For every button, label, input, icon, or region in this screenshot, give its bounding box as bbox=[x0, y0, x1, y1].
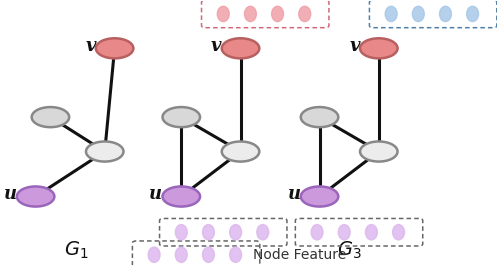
Circle shape bbox=[360, 142, 397, 161]
Ellipse shape bbox=[366, 225, 377, 240]
Ellipse shape bbox=[148, 247, 160, 262]
FancyBboxPatch shape bbox=[295, 218, 423, 246]
FancyBboxPatch shape bbox=[159, 218, 287, 246]
Text: v: v bbox=[85, 37, 96, 55]
Ellipse shape bbox=[175, 247, 187, 262]
Circle shape bbox=[222, 38, 259, 58]
Ellipse shape bbox=[311, 225, 323, 240]
Ellipse shape bbox=[392, 225, 404, 240]
Ellipse shape bbox=[175, 225, 187, 240]
Circle shape bbox=[222, 142, 259, 161]
Text: $G_{1}$: $G_{1}$ bbox=[64, 239, 89, 260]
Text: u: u bbox=[149, 185, 162, 203]
Circle shape bbox=[301, 186, 338, 207]
Ellipse shape bbox=[257, 225, 269, 240]
Ellipse shape bbox=[412, 6, 424, 22]
Text: u: u bbox=[287, 185, 301, 203]
Ellipse shape bbox=[299, 6, 311, 22]
Circle shape bbox=[86, 142, 124, 161]
Ellipse shape bbox=[467, 6, 479, 22]
Text: $G_{3}$: $G_{3}$ bbox=[337, 239, 362, 260]
Ellipse shape bbox=[230, 225, 242, 240]
Circle shape bbox=[32, 107, 69, 127]
Text: $G_{2}$: $G_{2}$ bbox=[199, 239, 223, 260]
Circle shape bbox=[360, 38, 397, 58]
Ellipse shape bbox=[203, 225, 214, 240]
Ellipse shape bbox=[338, 225, 350, 240]
Circle shape bbox=[17, 186, 54, 207]
Text: v: v bbox=[350, 37, 360, 55]
Text: Node Feature: Node Feature bbox=[253, 248, 346, 262]
FancyBboxPatch shape bbox=[370, 0, 497, 28]
Circle shape bbox=[162, 107, 200, 127]
Ellipse shape bbox=[271, 6, 283, 22]
Ellipse shape bbox=[230, 247, 242, 262]
Text: v: v bbox=[211, 37, 222, 55]
Ellipse shape bbox=[203, 247, 214, 262]
Circle shape bbox=[162, 186, 200, 207]
Ellipse shape bbox=[217, 6, 229, 22]
Circle shape bbox=[301, 107, 338, 127]
FancyBboxPatch shape bbox=[202, 0, 329, 28]
Ellipse shape bbox=[440, 6, 451, 22]
Ellipse shape bbox=[245, 6, 256, 22]
Text: u: u bbox=[3, 185, 17, 203]
Ellipse shape bbox=[385, 6, 397, 22]
FancyBboxPatch shape bbox=[132, 241, 260, 266]
Circle shape bbox=[96, 38, 133, 58]
